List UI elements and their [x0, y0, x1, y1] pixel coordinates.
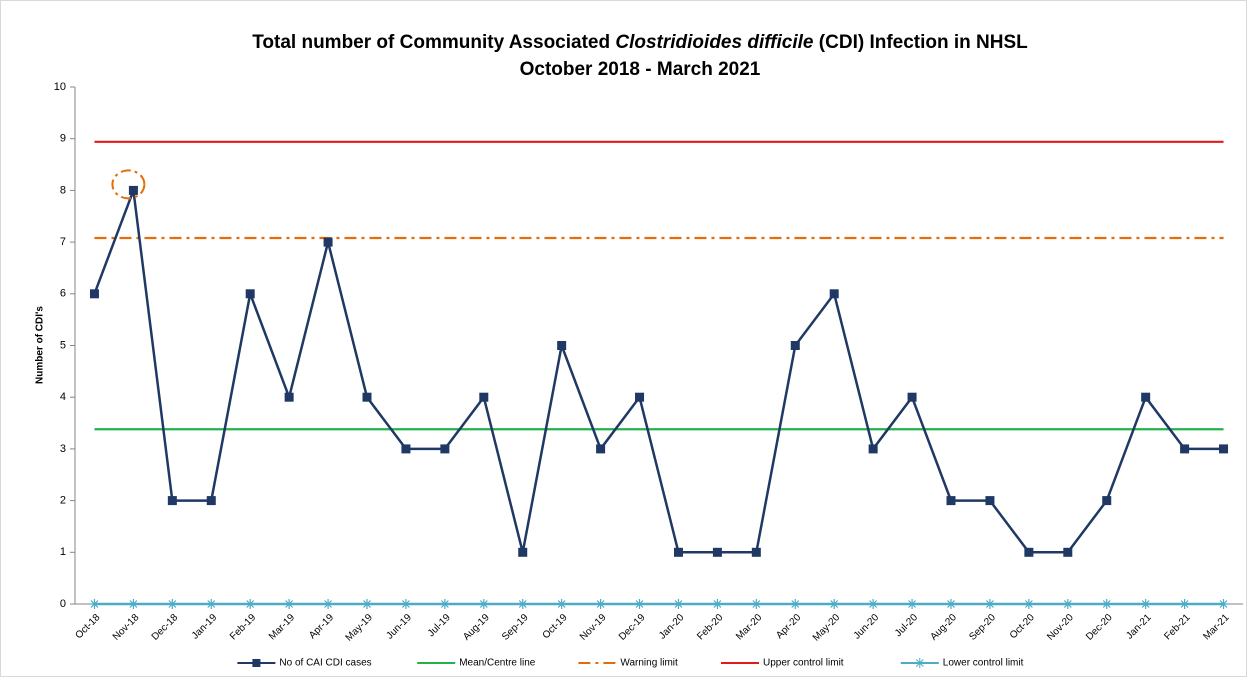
legend-marker [252, 659, 261, 667]
legend-marker [914, 658, 925, 668]
data-point [1140, 599, 1151, 609]
data-point [751, 547, 761, 557]
legend-label: Upper control limit [763, 658, 844, 669]
data-point [596, 444, 606, 454]
legend-label: Mean/Centre line [459, 658, 536, 669]
data-point [790, 341, 800, 350]
data-point [206, 496, 216, 506]
data-point [245, 599, 256, 609]
y-axis-label: Number of CDI's [35, 306, 46, 384]
data-point [400, 599, 411, 609]
data-point [868, 444, 878, 454]
data-point [284, 392, 294, 402]
legend-label: Lower control limit [943, 658, 1024, 669]
data-point [1141, 392, 1151, 402]
y-tick-label: 9 [60, 133, 66, 145]
data-point [1102, 496, 1112, 506]
data-point [1062, 599, 1073, 609]
series-line [93, 189, 1224, 554]
data-point [1180, 444, 1190, 454]
data-point [128, 599, 139, 609]
data-point [401, 444, 411, 454]
y-tick-label: 8 [60, 184, 66, 196]
data-point [1024, 547, 1034, 557]
data-point [478, 599, 489, 609]
data-point [206, 599, 217, 609]
data-point [673, 599, 684, 609]
legend-item: Warning limit [578, 658, 678, 669]
data-point [1179, 599, 1190, 609]
data-point [712, 547, 722, 557]
legend-item: Upper control limit [721, 658, 844, 669]
data-point [595, 599, 606, 609]
data-point [284, 599, 295, 609]
data-point [673, 547, 683, 557]
legend-item: No of CAI CDI cases [237, 658, 372, 669]
data-point [1023, 599, 1034, 609]
data-point [829, 599, 840, 609]
title-part: Total number of Community Associated [252, 32, 610, 53]
y-tick-label: 1 [60, 546, 66, 558]
data-point [518, 547, 528, 557]
y-tick-label: 6 [60, 288, 66, 300]
data-point [790, 599, 801, 609]
data-point [440, 444, 450, 454]
data-point [985, 496, 995, 506]
y-tick-label: 3 [60, 443, 66, 455]
data-point [362, 392, 372, 402]
data-point [946, 496, 956, 506]
data-point [907, 599, 918, 609]
data-point [245, 289, 255, 299]
data-point [1218, 599, 1229, 609]
chart-subtitle: October 2018 - March 2021 [520, 59, 761, 80]
y-tick-label: 0 [60, 598, 66, 610]
data-point [712, 599, 723, 609]
data-point [323, 237, 333, 247]
legend-item: Lower control limit [900, 658, 1024, 669]
data-point [1101, 599, 1112, 609]
highlight-circle [111, 169, 146, 200]
data-point [868, 599, 879, 609]
data-point [557, 341, 567, 350]
data-point [89, 289, 99, 299]
data-point [829, 289, 839, 299]
legend-label: No of CAI CDI cases [279, 658, 371, 669]
data-point [167, 599, 178, 609]
y-tick-label: 4 [60, 391, 66, 403]
data-point [1063, 547, 1073, 557]
y-tick-label: 7 [60, 236, 66, 248]
data-point [167, 496, 177, 506]
title-part: (CDI) Infection in NHSL [819, 32, 1028, 53]
y-tick-label: 5 [60, 339, 66, 351]
data-point [362, 599, 372, 609]
y-tick-label: 10 [54, 81, 66, 93]
data-point [479, 392, 489, 402]
data-point [556, 599, 567, 609]
data-point [634, 599, 645, 609]
data-point [751, 599, 762, 609]
title-part: Clostridioides difficile [615, 32, 814, 53]
data-point [128, 185, 138, 195]
data-point [323, 599, 334, 609]
data-point [1219, 444, 1229, 454]
data-point [635, 392, 645, 402]
data-point [984, 599, 995, 609]
data-point [907, 392, 917, 402]
legend-label: Warning limit [620, 658, 678, 669]
data-point [439, 599, 450, 609]
data-point [946, 599, 956, 609]
data-point [517, 599, 528, 609]
y-tick-label: 2 [60, 495, 66, 507]
legend-item: Mean/Centre line [417, 658, 536, 669]
data-point [89, 599, 100, 609]
chart-title: Total number of Community Associated Clo… [252, 32, 1028, 53]
